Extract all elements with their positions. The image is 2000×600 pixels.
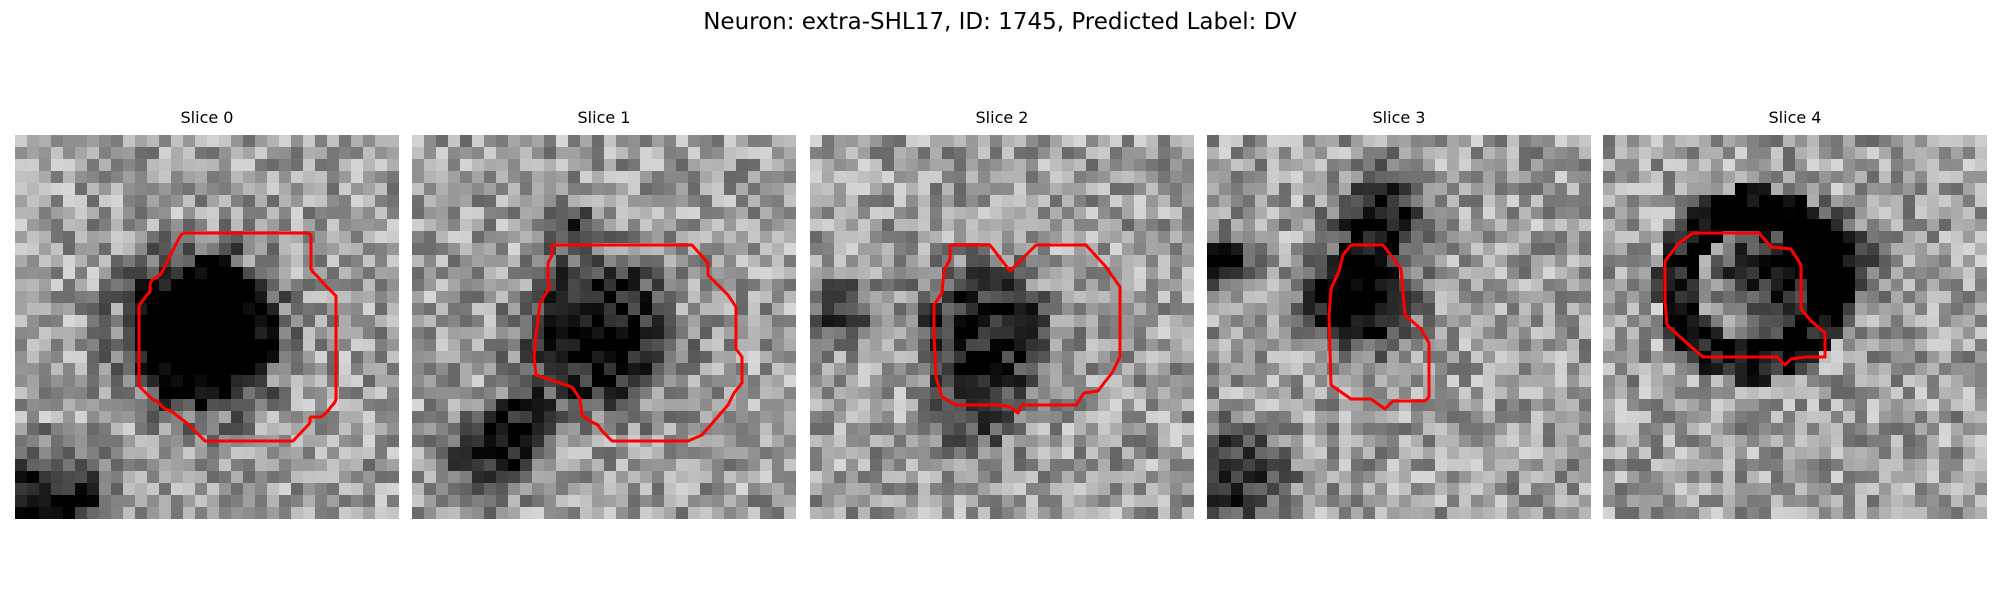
slice-panel-2: Slice 2 xyxy=(810,107,1194,519)
slice-title-3: Slice 3 xyxy=(1207,107,1591,129)
figure-title: Neuron: extra-SHL17, ID: 1745, Predicted… xyxy=(0,6,2000,38)
slice-panel-1: Slice 1 xyxy=(412,107,796,519)
slice-image-3 xyxy=(1207,135,1591,519)
slice-image-2 xyxy=(810,135,1194,519)
slice-title-1: Slice 1 xyxy=(412,107,796,129)
slice-panel-4: Slice 4 xyxy=(1603,107,1987,519)
slice-title-0: Slice 0 xyxy=(15,107,399,129)
slice-panel-3: Slice 3 xyxy=(1207,107,1591,519)
slice-title-2: Slice 2 xyxy=(810,107,1194,129)
slice-panel-0: Slice 0 xyxy=(15,107,399,519)
slice-image-4 xyxy=(1603,135,1987,519)
slice-title-4: Slice 4 xyxy=(1603,107,1987,129)
slice-image-0 xyxy=(15,135,399,519)
slice-image-1 xyxy=(412,135,796,519)
